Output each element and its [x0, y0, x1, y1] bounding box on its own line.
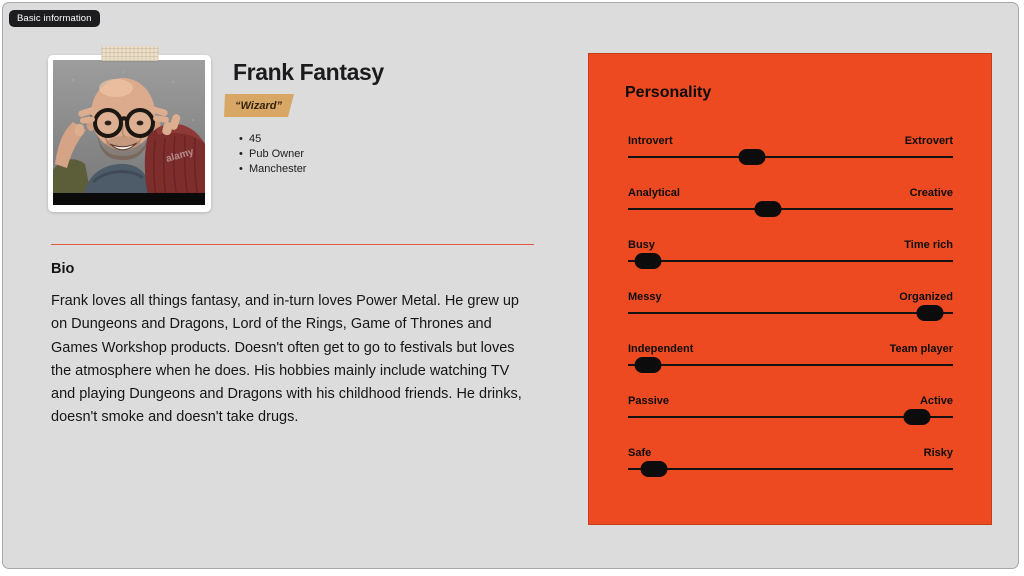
- slider-thumb[interactable]: [903, 409, 931, 425]
- persona-photo-frame: alamy: [48, 46, 211, 212]
- persona-role-badge: “Wizard”: [224, 94, 294, 117]
- photo-bottom-bar: [53, 193, 205, 205]
- right-fingers: [151, 106, 181, 136]
- slider-right-label: Team player: [889, 343, 953, 355]
- slider-left-label: Messy: [628, 291, 662, 303]
- slider-left-label: Independent: [628, 343, 694, 355]
- slider-right-label: Organized: [899, 291, 953, 303]
- slider-right-label: Extrovert: [904, 135, 953, 147]
- slider-row-independent-teamplayer: Independent Team player: [628, 343, 953, 373]
- persona-name: Frank Fantasy: [233, 59, 384, 85]
- slider-right-label: Active: [919, 395, 953, 407]
- personality-panel: Personality Introvert Extrovert Analytic…: [588, 53, 992, 525]
- persona-details-list: 45 Pub Owner Manchester: [239, 132, 307, 177]
- slider-thumb[interactable]: [738, 149, 765, 165]
- slider-left-label: Introvert: [628, 135, 673, 147]
- left-fingers: [75, 107, 95, 136]
- bio-heading: Bio: [51, 261, 75, 277]
- persona-photo: alamy: [53, 60, 205, 205]
- slider-left-label: Busy: [628, 239, 655, 251]
- slider-track[interactable]: [628, 253, 953, 269]
- slider-right-label: Creative: [909, 187, 953, 199]
- slider-thumb[interactable]: [634, 357, 661, 373]
- detail-location: Manchester: [239, 162, 307, 177]
- slider-right-label: Time rich: [904, 239, 953, 251]
- detail-occupation: Pub Owner: [239, 147, 306, 162]
- slider-track[interactable]: [628, 461, 953, 477]
- slider-row-passive-active: Passive Active: [628, 395, 953, 425]
- slider-row-messy-organized: Messy Organized: [628, 291, 953, 321]
- personality-sliders: Introvert Extrovert Analytical Creative …: [628, 135, 953, 499]
- beanie: [144, 124, 205, 205]
- slider-row-busy-timerich: Busy Time rich: [628, 239, 953, 269]
- slider-thumb[interactable]: [916, 305, 944, 321]
- slider-track[interactable]: [628, 409, 953, 425]
- slider-thumb[interactable]: [754, 201, 782, 217]
- slider-left-label: Safe: [628, 447, 652, 459]
- slider-thumb[interactable]: [634, 253, 661, 269]
- bio-text: Frank loves all things fantasy, and in-t…: [51, 293, 522, 426]
- slider-row-safe-risky: Safe Risky: [628, 447, 953, 477]
- basic-information-badge[interactable]: Basic information: [9, 10, 100, 27]
- slider-row-analytical-creative: Analytical Creative: [628, 187, 953, 217]
- slider-track[interactable]: [628, 305, 953, 321]
- slider-left-label: Analytical: [628, 187, 680, 199]
- slider-track[interactable]: [628, 357, 953, 373]
- washi-tape: [101, 46, 158, 61]
- persona-card-canvas: Basic information: [2, 2, 1019, 569]
- slider-track[interactable]: [628, 201, 953, 217]
- detail-age: 45: [239, 132, 306, 147]
- slider-left-label: Passive: [628, 395, 669, 407]
- personality-heading: Personality: [625, 84, 712, 101]
- slider-thumb[interactable]: [640, 461, 668, 477]
- slider-right-label: Risky: [923, 447, 953, 459]
- face: [91, 78, 155, 150]
- section-divider: [51, 244, 534, 245]
- slider-track[interactable]: [628, 149, 953, 165]
- persona-role-label: “Wizard”: [235, 100, 282, 112]
- slider-row-introvert-extrovert: Introvert Extrovert: [628, 135, 953, 165]
